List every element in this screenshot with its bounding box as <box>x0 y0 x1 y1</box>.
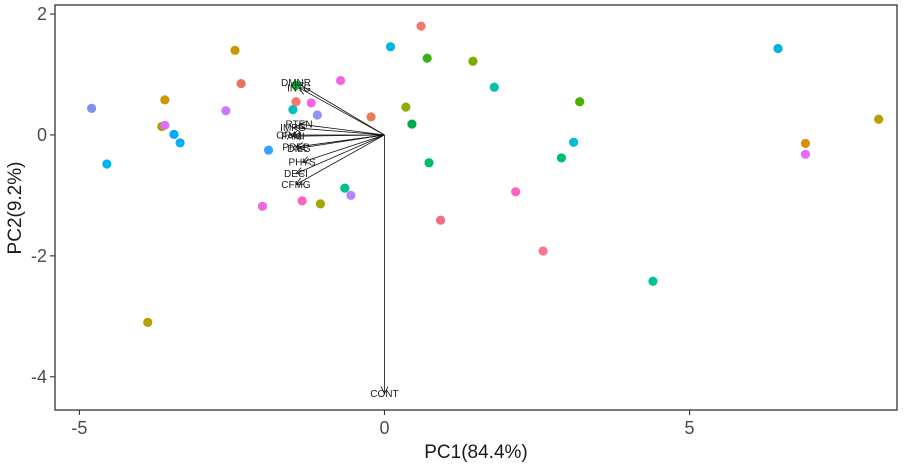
loading-vectors <box>288 81 389 395</box>
score-point <box>800 138 811 149</box>
loading-arrowhead-dilg <box>298 143 307 151</box>
score-point <box>468 56 478 66</box>
loading-vector-fami <box>292 134 385 137</box>
loading-arrowhead-rten <box>298 121 307 129</box>
score-point <box>416 21 426 31</box>
loading-vector-dilg <box>298 134 385 149</box>
score-point <box>312 110 322 120</box>
loading-vector-cfmg <box>295 134 385 185</box>
score-point <box>335 75 346 86</box>
score-point <box>315 199 326 209</box>
loading-label-phys: PHYS <box>288 158 316 169</box>
plot-panel-background <box>55 5 897 410</box>
score-point <box>556 153 567 163</box>
loading-vector-impg <box>292 127 385 136</box>
score-point <box>366 112 376 122</box>
score-point <box>346 190 356 201</box>
loading-vector-rten <box>299 123 385 136</box>
loading-label-prep: PREP <box>282 143 310 154</box>
loading-label-impg: IMPG <box>280 123 306 134</box>
score-point <box>288 104 298 115</box>
y-tick-label: -2 <box>31 246 47 266</box>
score-point <box>87 103 97 113</box>
loading-label-oral: ORAL <box>276 130 304 141</box>
score-point <box>160 120 170 130</box>
x-tick-label: -5 <box>71 418 87 438</box>
y-tick-label: 2 <box>37 4 47 24</box>
score-point <box>773 43 783 54</box>
axes: -5 0 5 -4 -2 0 2 <box>31 4 695 438</box>
score-points <box>87 21 884 327</box>
x-tick-label: 5 <box>685 418 695 438</box>
score-point <box>489 82 499 92</box>
score-point <box>230 45 240 55</box>
score-point <box>538 246 548 256</box>
score-point <box>436 215 446 225</box>
score-point <box>297 196 307 206</box>
score-point <box>800 149 811 159</box>
loading-arrowhead-cfmg <box>295 177 305 185</box>
score-point <box>874 114 884 124</box>
score-point <box>385 42 396 52</box>
score-point <box>422 53 432 63</box>
score-point <box>306 98 316 108</box>
loading-label-cfmg: CFMG <box>281 180 311 191</box>
score-point <box>263 145 274 155</box>
loading-arrowhead-deci <box>295 167 305 175</box>
score-point <box>424 158 434 168</box>
loading-label-dmnr: DMNR <box>281 78 311 89</box>
loading-label-intg: INTG <box>287 83 311 94</box>
x-axis-title: PC1(84.4%) <box>424 442 528 463</box>
loading-vector-deci <box>295 134 385 175</box>
score-point <box>291 80 301 90</box>
loading-arrowhead-phys <box>301 156 311 164</box>
score-point <box>291 97 301 107</box>
score-point <box>401 102 411 112</box>
loading-label-rten: RTEN <box>286 120 313 131</box>
loading-label-fami: FAMI <box>281 132 304 143</box>
score-point <box>407 119 417 129</box>
y-tick-label: -4 <box>31 367 47 387</box>
score-point <box>257 201 268 211</box>
score-point <box>575 97 585 107</box>
loading-arrowhead-cont <box>380 386 389 395</box>
score-point <box>102 159 112 169</box>
score-point <box>221 106 231 116</box>
y-tick-label: 0 <box>37 125 47 145</box>
loading-vector-phys <box>301 134 385 163</box>
score-point <box>175 138 185 148</box>
score-point <box>143 317 153 327</box>
x-tick-label: 0 <box>379 418 389 438</box>
loading-arrowhead-impg <box>292 124 301 133</box>
score-point <box>236 78 246 89</box>
score-point <box>160 95 170 105</box>
loading-label-cont: CONT <box>370 389 398 400</box>
score-point <box>340 183 350 193</box>
loading-vector-intg <box>298 87 385 136</box>
loading-label-dilg: DILG <box>287 144 311 155</box>
score-point <box>569 137 579 147</box>
score-point <box>511 187 521 197</box>
loading-label-deci: DECI <box>284 169 308 180</box>
score-point <box>648 276 658 286</box>
plot-panel-border <box>54 4 898 411</box>
y-axis-title: PC2(9.2%) <box>5 162 26 255</box>
score-point <box>169 129 179 139</box>
loading-arrowhead-fami <box>292 132 301 140</box>
loading-vector-dmnr <box>295 82 385 136</box>
